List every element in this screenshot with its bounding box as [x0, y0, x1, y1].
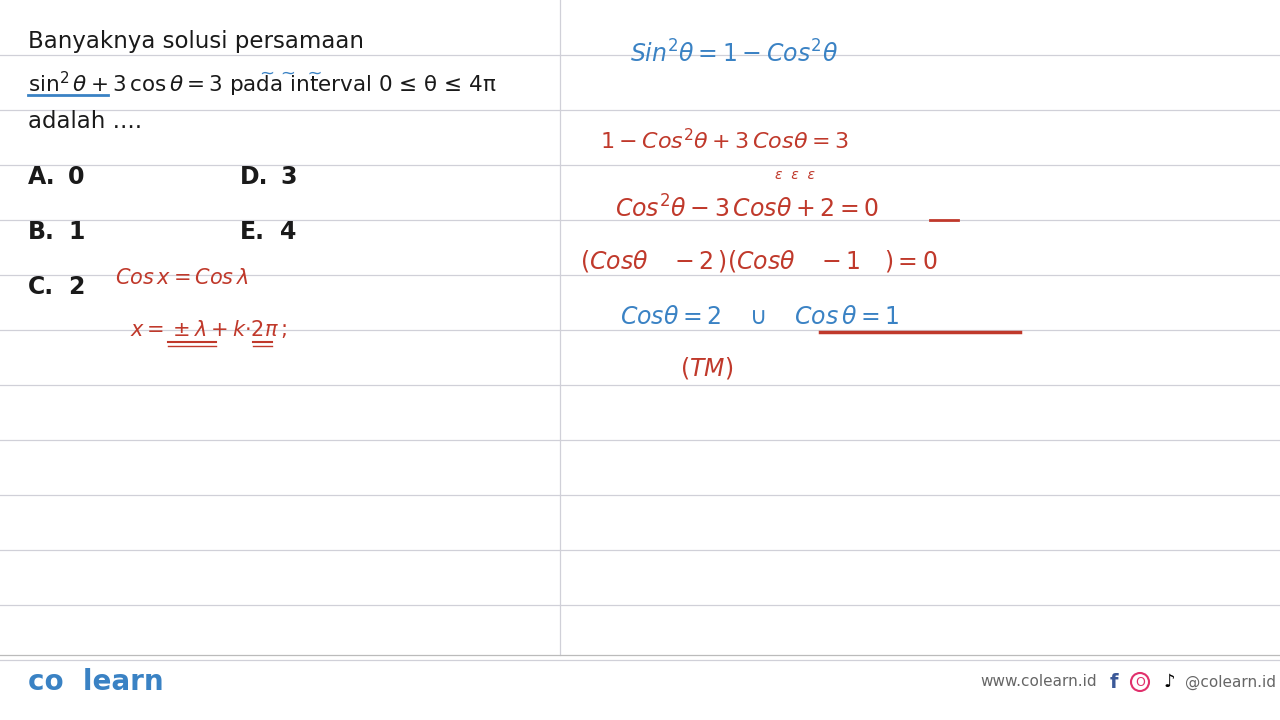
Text: ♪: ♪ — [1164, 673, 1175, 691]
Text: $Cos\,x = Cos\,\lambda$: $Cos\,x = Cos\,\lambda$ — [115, 268, 248, 288]
Text: $( TM )$: $( TM )$ — [680, 355, 733, 381]
Text: $\mathregular{sin^2}\,\theta + 3\,\cos\theta = 3$ pada interval 0 ≤ θ ≤ 4π: $\mathregular{sin^2}\,\theta + 3\,\cos\t… — [28, 70, 497, 99]
Text: E.: E. — [241, 220, 265, 244]
Text: $x = \pm\lambda + k{\cdot}2\pi\,;$: $x = \pm\lambda + k{\cdot}2\pi\,;$ — [131, 318, 287, 340]
Text: ~ ~  ~: ~ ~ ~ — [260, 65, 323, 83]
Text: $Sin^2\theta = 1 - Cos^2\theta$: $Sin^2\theta = 1 - Cos^2\theta$ — [630, 40, 838, 67]
Text: co  learn: co learn — [28, 668, 164, 696]
Text: 3: 3 — [280, 165, 297, 189]
Text: A.: A. — [28, 165, 55, 189]
Text: $( Cos\theta\quad - 2\,)(Cos\theta\quad - 1\quad ) = 0$: $( Cos\theta\quad - 2\,)(Cos\theta\quad … — [580, 248, 938, 274]
Text: $Cos^2\theta - 3\,Cos\theta + 2 = 0$: $Cos^2\theta - 3\,Cos\theta + 2 = 0$ — [614, 195, 879, 222]
Text: $1 - Cos^2\theta + 3\,Cos\theta = 3$: $1 - Cos^2\theta + 3\,Cos\theta = 3$ — [600, 128, 849, 153]
Text: 0: 0 — [68, 165, 84, 189]
Text: www.colearn.id: www.colearn.id — [980, 675, 1097, 690]
Text: B.: B. — [28, 220, 55, 244]
Text: 4: 4 — [280, 220, 297, 244]
Text: ε  ε  ε: ε ε ε — [774, 168, 815, 182]
Text: $Cos\theta = 2\quad \cup\quad Cos\,\theta = 1$: $Cos\theta = 2\quad \cup\quad Cos\,\thet… — [620, 305, 900, 329]
Text: adalah ....: adalah .... — [28, 110, 142, 133]
Text: Banyaknya solusi persamaan: Banyaknya solusi persamaan — [28, 30, 364, 53]
Text: @colearn.id: @colearn.id — [1185, 675, 1276, 690]
Text: 1: 1 — [68, 220, 84, 244]
Text: C.: C. — [28, 275, 54, 299]
Text: 2: 2 — [68, 275, 84, 299]
Text: D.: D. — [241, 165, 269, 189]
Text: O: O — [1135, 675, 1144, 688]
Text: f: f — [1110, 672, 1119, 691]
